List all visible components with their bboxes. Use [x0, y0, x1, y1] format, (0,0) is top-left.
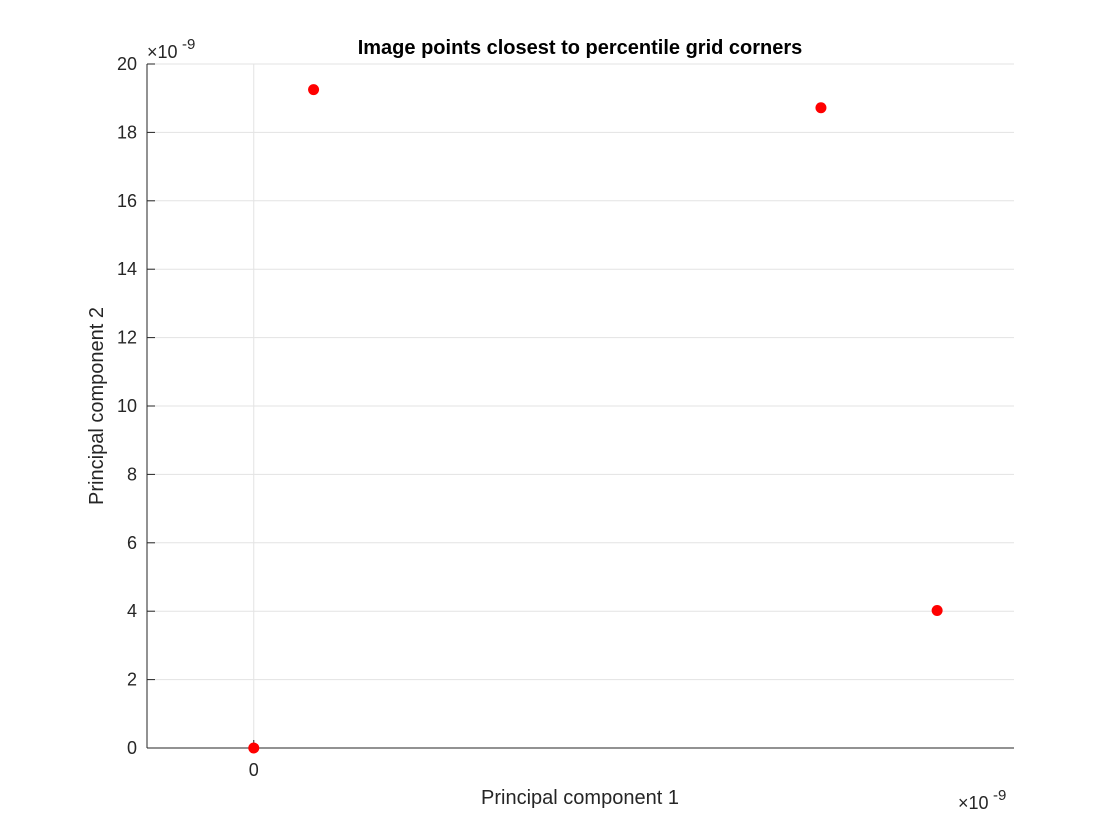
- y-tick-labels: 0 2 4 6 8 10 12 14 16 18 20: [117, 54, 137, 758]
- y-exponent: ×10 -9: [147, 36, 195, 62]
- x-axis-label: Principal component 1: [481, 787, 679, 809]
- y-tick-label: 12: [117, 328, 137, 348]
- y-tick-label: 18: [117, 122, 137, 142]
- plot-area: 0 2 4 6 8 10 12 14 16 18 20 0: [117, 54, 1014, 780]
- x-exponent-power: -9: [993, 787, 1006, 804]
- y-exponent-base: ×10: [147, 42, 178, 62]
- x-tick-labels: 0: [249, 760, 259, 780]
- chart-title: Image points closest to percentile grid …: [358, 37, 803, 59]
- y-tick-label: 2: [127, 670, 137, 690]
- y-exponent-power: -9: [182, 36, 195, 53]
- y-tick-label: 8: [127, 464, 137, 484]
- data-point: [931, 605, 943, 617]
- data-point: [815, 102, 827, 114]
- y-tick-label: 14: [117, 259, 137, 279]
- x-tick-label: 0: [249, 760, 259, 780]
- y-tick-label: 0: [127, 738, 137, 758]
- x-exponent: ×10 -9: [958, 787, 1006, 813]
- y-tick-label: 6: [127, 533, 137, 553]
- y-tick-label: 10: [117, 396, 137, 416]
- data-point: [248, 742, 260, 754]
- y-tick-label: 20: [117, 54, 137, 74]
- y-tick-label: 4: [127, 601, 137, 621]
- grid-layer: [147, 64, 1014, 748]
- data-point: [308, 84, 320, 96]
- axes-layer: [146, 63, 1014, 749]
- data-points: [248, 84, 943, 754]
- x-exponent-base: ×10: [958, 793, 989, 813]
- y-axis-label: Principal component 2: [86, 307, 108, 505]
- y-tick-label: 16: [117, 191, 137, 211]
